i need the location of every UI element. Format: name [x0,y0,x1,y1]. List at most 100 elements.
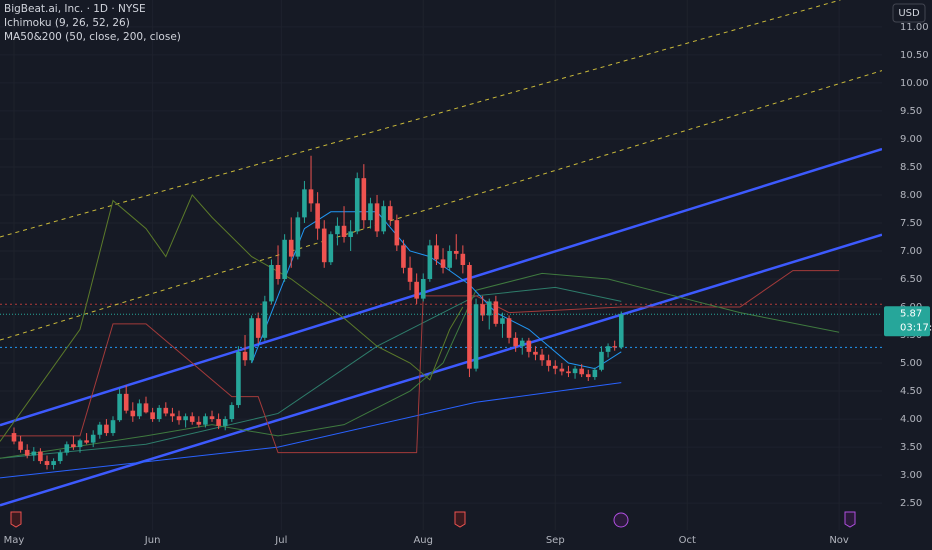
candle-body [117,393,122,421]
candle-body [295,217,301,257]
candle-body [64,444,70,453]
candle-body [275,265,281,280]
candle-body [255,318,261,338]
candle-body [196,421,202,425]
candle-body [328,234,334,263]
y-tick-label: 8.50 [900,162,922,173]
candle-body [170,413,175,417]
candle-body [486,301,492,316]
candle-body [453,250,459,254]
currency[interactable]: USD [898,8,920,19]
dividend-icon[interactable] [613,512,629,528]
candle-body [559,368,565,372]
candle-body [513,337,518,347]
candle-body [427,245,433,280]
candle-body [566,371,571,374]
candle-body [374,203,380,232]
candle-body [394,220,400,246]
plot-area [0,0,882,507]
y-tick-label: 5.00 [900,358,922,369]
candle-body [361,178,367,221]
candle-body [387,206,393,221]
y-tick-label: 4.00 [900,414,922,425]
candle-body [552,365,558,369]
y-tick-label: 3.00 [900,470,922,481]
candle-body [321,228,327,263]
x-tick-label: Oct [679,535,696,546]
candle-body [533,351,538,355]
grid [0,0,882,530]
candle-body [242,351,248,361]
candle-body [57,452,63,462]
y-tick-label: 2.50 [900,498,922,509]
candle-body [18,441,23,450]
candle-body [189,416,195,422]
x-tick-label: May [4,535,25,546]
candle-body [222,419,228,426]
x-tick-label: Jun [144,535,161,546]
y-tick-label: 6.50 [900,274,922,285]
earnings-icon[interactable] [454,511,466,528]
candle-body [592,369,598,378]
indicator-line [0,233,882,507]
candle-body [315,203,320,229]
candle-body [341,225,347,237]
x-tick-label: Jul [274,535,287,546]
candle-body [216,419,221,426]
y-tick-label: 7.50 [900,218,922,229]
candle-body [31,451,37,456]
x-tick-label: Aug [413,535,433,546]
last-price-label: 5.87 [900,308,922,319]
candle-body [585,374,591,378]
candle-body [401,245,406,268]
candle-body [407,267,413,282]
candle-body [288,239,294,257]
currency-box[interactable] [892,3,926,23]
candle-body [262,301,268,338]
candle-body [447,250,452,268]
candle-body [579,368,584,375]
candle-body [348,231,353,237]
x-tick-label: Nov [829,535,849,546]
countdown-label: 03:17:52 [900,322,932,333]
candle-body [539,354,545,361]
candle-body [71,444,76,448]
event-icons [10,511,856,528]
candle-body [618,314,624,348]
indicator-legend: Ichimoku (9, 26, 52, 26) [4,17,130,29]
candle-body [143,403,149,413]
y-tick-label: 9.50 [900,106,922,117]
candle-body [460,253,466,265]
candle-body [467,265,472,369]
candle-body [183,416,188,421]
indicator-line [0,70,882,341]
candle-body [480,304,485,316]
candle-body [354,178,360,232]
earnings-icon[interactable] [10,511,22,528]
y-tick-label: 11.00 [900,22,929,33]
candle-body [434,245,439,260]
candle-body [77,440,83,448]
candle-body [500,318,505,324]
indicator-line [0,270,840,454]
candle-body [572,368,578,374]
candle-body [493,301,499,324]
candle-body [440,259,446,268]
candle-body [11,433,17,442]
candle-body [282,239,287,280]
candle-body [137,403,142,417]
indicator-line [0,147,882,427]
candle-body [44,461,50,466]
candle-body [519,340,525,347]
candle-body [381,206,386,232]
indicator-line [0,194,464,442]
y-tick-label: 4.50 [900,386,922,397]
candle-body [335,225,340,235]
candle-body [90,434,96,443]
candle-body [473,304,479,369]
y-tick-label: 10.50 [900,50,929,61]
earnings-icon[interactable] [844,511,856,528]
candle-body [506,318,512,338]
